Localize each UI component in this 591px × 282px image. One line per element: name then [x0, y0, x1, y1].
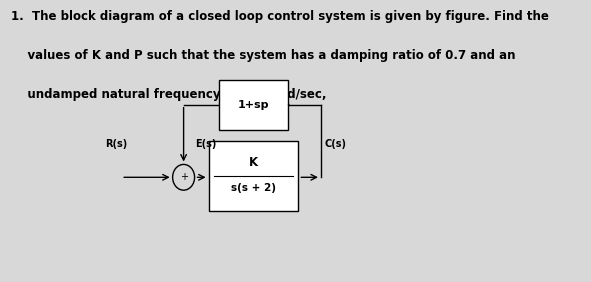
- Text: R(s): R(s): [105, 139, 127, 149]
- Text: E(s): E(s): [196, 139, 217, 149]
- Text: K: K: [249, 156, 258, 169]
- Text: C(s): C(s): [325, 139, 347, 149]
- Text: +: +: [180, 172, 187, 182]
- Text: undamped natural frequency ω, of 5 rad/sec,: undamped natural frequency ω, of 5 rad/s…: [11, 88, 327, 101]
- Text: values of K and P such that the system has a damping ratio of 0.7 and an: values of K and P such that the system h…: [11, 49, 516, 62]
- Text: 1.  The block diagram of a closed loop control system is given by figure. Find t: 1. The block diagram of a closed loop co…: [11, 10, 549, 23]
- Text: 1+sp: 1+sp: [238, 100, 269, 110]
- FancyBboxPatch shape: [219, 80, 288, 130]
- FancyBboxPatch shape: [209, 141, 298, 211]
- Text: s(s + 2): s(s + 2): [231, 183, 276, 193]
